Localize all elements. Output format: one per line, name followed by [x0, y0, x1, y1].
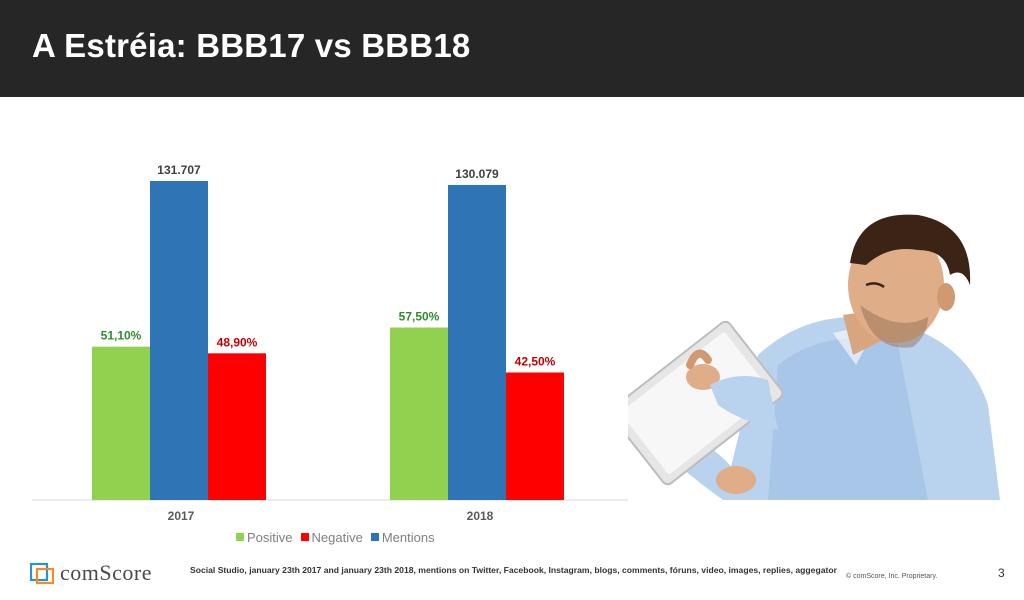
bar-positive-2018	[390, 327, 448, 500]
bar-negative-2017	[208, 353, 266, 500]
bar-mentions-2017	[150, 181, 208, 500]
legend-swatch-mentions	[370, 533, 379, 541]
copyright-notice: © comScore, Inc. Proprietary.	[846, 573, 938, 580]
bar-positive-2017	[92, 346, 150, 500]
legend-swatch-negative	[300, 533, 309, 541]
data-label-positive-2018: 57,50%	[399, 310, 440, 324]
page-title: A Estréia: BBB17 vs BBB18	[32, 27, 471, 64]
legend-label-positive: Positive	[247, 529, 293, 545]
comscore-logo-icon	[30, 562, 54, 585]
legend-item-positive: Positive	[236, 530, 293, 545]
data-label-negative-2018: 42,50%	[515, 355, 556, 369]
x-tick-label-2017: 2017	[168, 509, 195, 523]
data-label-positive-2017: 51,10%	[101, 329, 142, 343]
legend-swatch-positive	[236, 533, 244, 541]
man-with-tablet-illustration	[628, 214, 1000, 500]
bar-chart: 51,10% 57,50% 131.707 130.079 48,90% 42,50% 20…	[32, 163, 628, 523]
legend-label-mentions: Mentions	[381, 529, 435, 545]
chart-legend: Positive Negative Mentions	[236, 529, 443, 545]
legend-item-negative: Negative	[300, 529, 363, 545]
legend-label-negative: Negative	[311, 529, 363, 545]
page-number: 3	[998, 566, 1005, 580]
bar-mentions-2018	[448, 184, 506, 500]
data-label-mentions-2018: 130.079	[455, 167, 499, 181]
title-bar: A Estréia: BBB17 vs BBB18	[0, 0, 1024, 97]
comscore-logo: comScore	[30, 560, 152, 585]
legend-item-mentions: Mentions	[370, 529, 435, 545]
x-tick-label-2018: 2018	[467, 509, 494, 523]
data-label-negative-2017: 48,90%	[217, 335, 258, 349]
source-footnote: Social Studio, january 23th 2017 and jan…	[190, 565, 837, 575]
logo-wordmark: comScore	[60, 560, 152, 585]
bar-negative-2018	[506, 372, 564, 500]
data-label-mentions-2017: 131.707	[157, 163, 201, 177]
